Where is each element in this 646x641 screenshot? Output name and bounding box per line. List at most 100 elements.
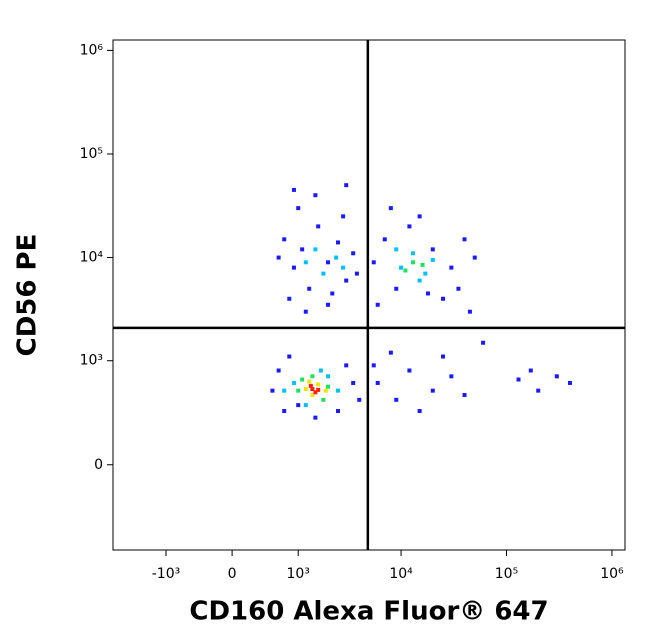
- event-dot: [310, 374, 315, 379]
- x-tick-label: 10⁵: [495, 566, 518, 582]
- event-dot: [411, 251, 416, 256]
- event-dot: [270, 388, 275, 393]
- event-dot: [417, 409, 422, 414]
- event-dot: [330, 291, 335, 296]
- event-dot: [282, 409, 287, 414]
- event-dot: [276, 255, 281, 260]
- event-dot: [334, 255, 339, 260]
- event-dot: [303, 260, 308, 265]
- event-dot: [336, 388, 341, 393]
- event-dot: [287, 296, 292, 301]
- event-dot: [399, 265, 404, 270]
- event-dot: [291, 265, 296, 270]
- event-dot: [411, 260, 416, 265]
- event-dot: [321, 397, 326, 402]
- x-axis-title: CD160 Alexa Fluor® 647: [189, 597, 548, 627]
- event-dot: [351, 251, 356, 256]
- event-dot: [425, 291, 430, 296]
- event-dot: [357, 397, 362, 402]
- event-dot: [472, 255, 477, 260]
- event-dot: [467, 309, 472, 314]
- x-tick-label: 0: [228, 566, 237, 582]
- y-tick-label: 10⁶: [80, 42, 104, 58]
- event-dot: [344, 183, 349, 188]
- event-dot: [326, 374, 331, 379]
- event-dot: [310, 393, 315, 398]
- event-dot: [449, 374, 454, 379]
- event-dot: [407, 368, 412, 373]
- event-dot: [351, 380, 356, 385]
- event-dot: [375, 302, 380, 307]
- event-dot: [344, 278, 349, 283]
- event-dot: [291, 380, 296, 385]
- event-dot: [313, 247, 318, 252]
- event-dot: [323, 388, 328, 393]
- event-dot: [341, 265, 346, 270]
- event-dot: [296, 403, 301, 408]
- event-dot: [354, 271, 359, 276]
- event-dot: [516, 377, 521, 382]
- event-dot: [536, 388, 541, 393]
- event-dot: [430, 247, 435, 252]
- event-dot: [326, 260, 331, 265]
- event-dot: [287, 354, 292, 359]
- event-dot: [420, 262, 425, 267]
- event-dot: [430, 257, 435, 262]
- event-dot: [462, 237, 467, 242]
- event-dot: [403, 268, 408, 273]
- event-dot: [313, 193, 318, 198]
- event-dot: [303, 403, 308, 408]
- event-dot: [307, 286, 312, 291]
- event-dot: [394, 247, 399, 252]
- event-dot: [291, 187, 296, 192]
- event-dot: [316, 224, 321, 229]
- event-dot: [417, 278, 422, 283]
- y-axis-title: CD56 PE: [13, 234, 43, 357]
- event-dot: [336, 240, 341, 245]
- event-dot: [371, 260, 376, 265]
- event-dot: [318, 368, 323, 373]
- event-dot: [303, 387, 308, 392]
- event-dot: [313, 415, 318, 420]
- event-dot: [375, 380, 380, 385]
- event-dot: [371, 363, 376, 368]
- event-dot: [316, 382, 321, 387]
- event-dot: [528, 368, 533, 373]
- event-dot: [344, 363, 349, 368]
- event-dot: [326, 302, 331, 307]
- event-dot: [417, 214, 422, 219]
- event-dot: [382, 237, 387, 242]
- y-tick-label: 10⁵: [80, 146, 103, 162]
- event-dot: [554, 374, 559, 379]
- event-dot: [441, 296, 446, 301]
- event-dot: [303, 309, 308, 314]
- x-tick-label: 10⁴: [389, 566, 413, 582]
- event-dot: [441, 354, 446, 359]
- event-dot: [296, 206, 301, 211]
- event-dot: [462, 393, 467, 398]
- event-dot: [423, 271, 428, 276]
- event-dot: [300, 377, 305, 382]
- event-dot: [481, 340, 486, 345]
- event-dot: [282, 388, 287, 393]
- event-dot: [313, 390, 318, 395]
- event-dot: [567, 380, 572, 385]
- x-tick-label: 10⁶: [600, 566, 624, 582]
- event-dot: [308, 383, 313, 388]
- event-dot: [394, 397, 399, 402]
- y-tick-label: 10³: [80, 353, 103, 369]
- event-dot: [296, 388, 301, 393]
- event-dot: [388, 206, 393, 211]
- event-dot: [321, 271, 326, 276]
- y-tick-label: 10⁴: [80, 250, 104, 266]
- event-dot: [282, 237, 287, 242]
- event-dot: [394, 286, 399, 291]
- x-tick-label: -10³: [152, 566, 180, 582]
- x-tick-label: 10³: [286, 566, 309, 582]
- event-dot: [300, 247, 305, 252]
- event-dot: [310, 387, 315, 392]
- event-dot: [341, 214, 346, 219]
- y-tick-label: 0: [94, 457, 103, 473]
- event-dot: [449, 265, 454, 270]
